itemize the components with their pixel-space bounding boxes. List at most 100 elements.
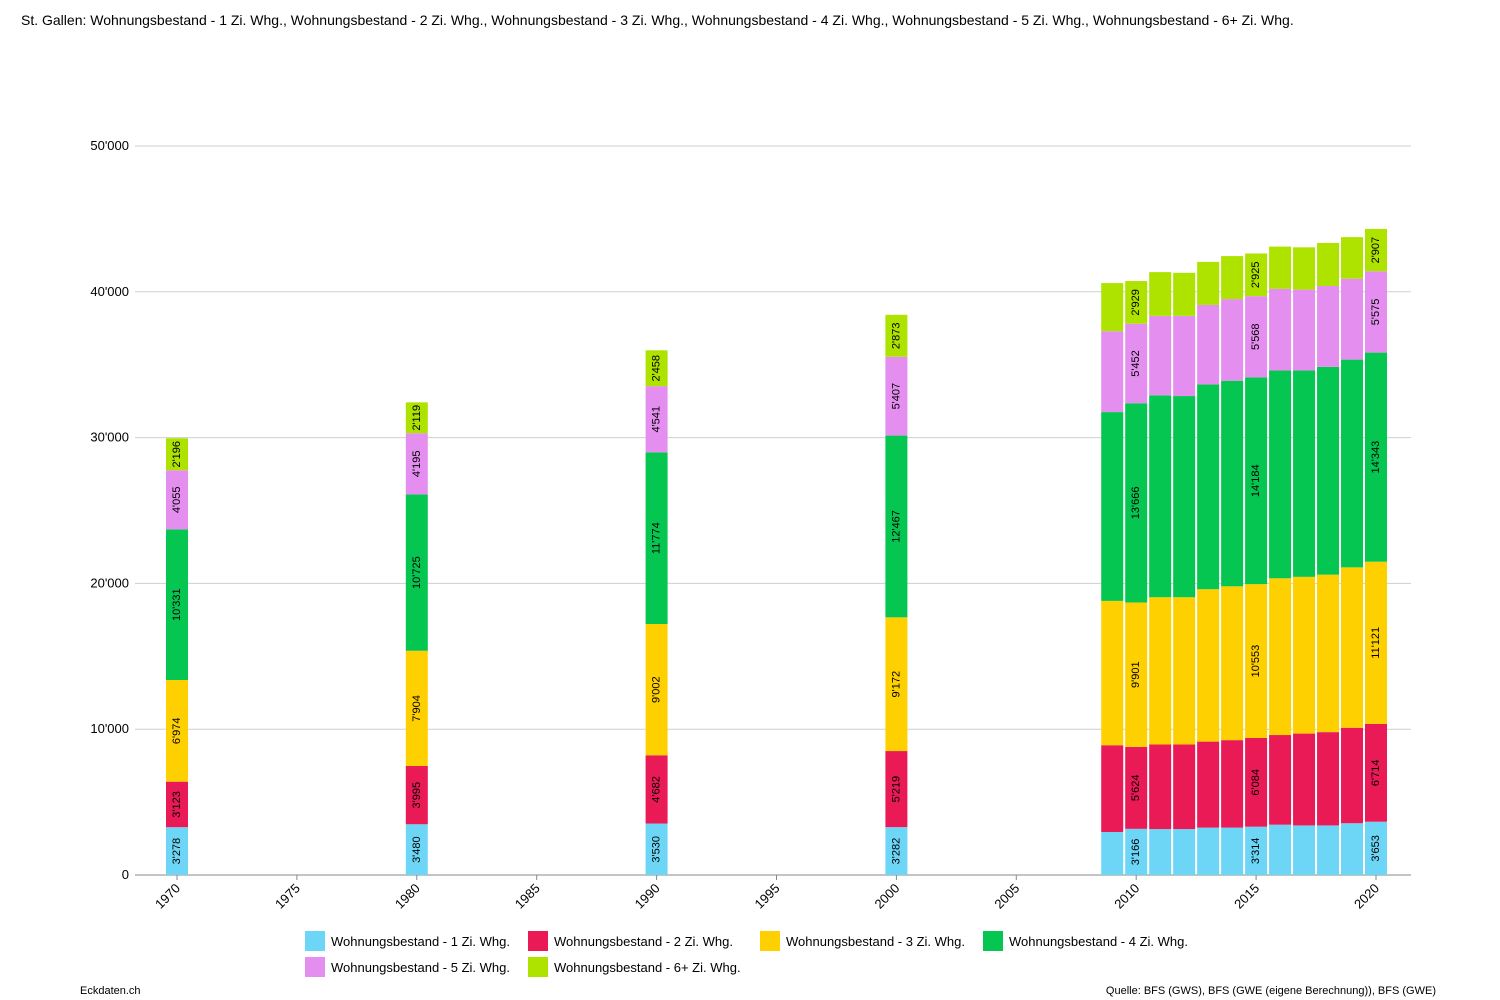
bar-segment-2009-s2 xyxy=(1101,745,1124,832)
bar-segment-2011-s3 xyxy=(1149,597,1172,745)
y-tick-label: 30'000 xyxy=(90,430,129,445)
bar-segment-2013-s2 xyxy=(1197,741,1220,828)
data-label-2015-s6: 2'925 xyxy=(1250,262,1262,289)
x-tick-label: 1980 xyxy=(392,881,423,912)
data-label-1980-s4: 10'725 xyxy=(411,556,423,589)
bar-segment-1990-s2 xyxy=(645,755,668,824)
y-tick-label: 50'000 xyxy=(90,138,129,153)
bar-segment-2015-s4 xyxy=(1245,377,1268,585)
bar-segment-2009-s1 xyxy=(1101,831,1124,875)
legend-label: Wohnungsbestand - 2 Zi. Whg. xyxy=(554,933,733,949)
data-label-1990-s3: 9'002 xyxy=(651,676,663,703)
bar-segment-2020-s4 xyxy=(1365,352,1387,562)
bar-segment-2009-s5 xyxy=(1101,331,1124,413)
data-label-2020-s6: 2'907 xyxy=(1370,237,1382,264)
bar-segment-2019-s4 xyxy=(1341,359,1364,568)
bar-segment-1970-s5 xyxy=(166,470,188,530)
bar-segment-1980-s5 xyxy=(405,433,428,495)
data-label-2015-s2: 6'084 xyxy=(1250,769,1262,796)
bar-segment-2000-s1 xyxy=(885,827,908,875)
bar-segment-2018-s2 xyxy=(1317,732,1340,826)
bar-segment-2000-s2 xyxy=(885,751,908,828)
bar-segment-2018-s1 xyxy=(1317,825,1340,875)
bar-segment-2017-s2 xyxy=(1293,733,1316,826)
data-label-1990-s4: 11'774 xyxy=(651,522,663,554)
data-label-2010-s6: 2'929 xyxy=(1130,289,1142,316)
x-tick-label: 1990 xyxy=(632,881,663,912)
bar-segment-2012-s4 xyxy=(1173,396,1196,598)
data-label-2000-s2: 5'219 xyxy=(890,776,902,803)
bar-segment-1980-s1 xyxy=(405,824,428,875)
x-tick-label: 1975 xyxy=(272,881,303,912)
bar-segment-2011-s2 xyxy=(1149,744,1172,830)
legend-swatch xyxy=(528,931,548,951)
bar-segment-2014-s1 xyxy=(1221,827,1244,875)
chart-title: St. Gallen: Wohnungsbestand - 1 Zi. Whg.… xyxy=(21,12,1294,28)
bar-segment-1990-s3 xyxy=(645,624,668,756)
bar-segment-2013-s4 xyxy=(1197,384,1220,590)
bar-segment-2017-s3 xyxy=(1293,576,1316,734)
bar-segment-2013-s5 xyxy=(1197,304,1220,385)
bar-segment-2010-s5 xyxy=(1125,323,1148,404)
bar-segment-1990-s4 xyxy=(645,452,668,625)
data-label-1990-s6: 2'458 xyxy=(651,355,663,382)
y-tick-label: 20'000 xyxy=(90,575,129,590)
legend-item-s5: Wohnungsbestand - 5 Zi. Whg. xyxy=(305,957,510,977)
data-label-1980-s5: 4'195 xyxy=(411,451,423,478)
y-tick-label: 0 xyxy=(122,867,129,882)
legend-label: Wohnungsbestand - 3 Zi. Whg. xyxy=(786,933,965,949)
bar-segment-2010-s3 xyxy=(1125,602,1148,747)
x-tick-label: 2015 xyxy=(1231,881,1262,912)
y-tick-label: 40'000 xyxy=(90,284,129,299)
bar-segment-2014-s4 xyxy=(1221,380,1244,587)
bar-segment-1990-s6 xyxy=(645,350,668,387)
data-label-2000-s6: 2'873 xyxy=(890,322,902,349)
legend-swatch xyxy=(528,957,548,977)
bar-segment-1980-s4 xyxy=(405,494,428,651)
y-tick-label: 10'000 xyxy=(90,721,129,736)
bar-segment-2016-s6 xyxy=(1269,246,1292,289)
legend-swatch xyxy=(305,957,325,977)
bar-segment-2011-s5 xyxy=(1149,315,1172,396)
bar-segment-2011-s1 xyxy=(1149,829,1172,875)
legend-item-s2: Wohnungsbestand - 2 Zi. Whg. xyxy=(528,931,733,951)
bar-segment-2000-s5 xyxy=(885,356,908,436)
bar-segment-2020-s6 xyxy=(1365,228,1387,272)
bar-segment-2014-s5 xyxy=(1221,299,1244,381)
x-tick-label: 1995 xyxy=(752,881,783,912)
bar-segment-2016-s4 xyxy=(1269,370,1292,579)
data-label-2000-s1: 3'282 xyxy=(890,838,902,865)
bar-segment-2020-s3 xyxy=(1365,561,1387,724)
bar-segment-2016-s2 xyxy=(1269,735,1292,825)
bar-segment-2019-s5 xyxy=(1341,278,1364,360)
bar-segment-2015-s5 xyxy=(1245,296,1268,378)
bar-segment-2009-s4 xyxy=(1101,412,1124,601)
bar-segment-2014-s3 xyxy=(1221,586,1244,741)
bar-segment-2012-s3 xyxy=(1173,597,1196,745)
bar-segment-2016-s1 xyxy=(1269,824,1292,875)
legend-item-s6: Wohnungsbestand - 6+ Zi. Whg. xyxy=(528,957,741,977)
bar-segment-1990-s1 xyxy=(645,823,668,875)
legend-label: Wohnungsbestand - 5 Zi. Whg. xyxy=(331,959,510,975)
x-tick-label: 2020 xyxy=(1351,881,1382,912)
gridlines xyxy=(135,145,1411,876)
data-label-1980-s3: 7'904 xyxy=(411,695,423,722)
bar-segment-2009-s6 xyxy=(1101,283,1124,332)
x-tick-label: 2005 xyxy=(991,881,1022,912)
data-label-2000-s4: 12'467 xyxy=(890,510,902,543)
data-label-1990-s2: 4'682 xyxy=(651,776,663,803)
bar-segment-2010-s6 xyxy=(1125,281,1148,324)
data-label-2010-s5: 5'452 xyxy=(1130,350,1142,377)
legend-swatch xyxy=(760,931,780,951)
x-tick-label: 1970 xyxy=(152,881,183,912)
data-label-1990-s1: 3'530 xyxy=(651,836,663,863)
bar-segment-2014-s6 xyxy=(1221,256,1244,300)
bar-segment-2009-s3 xyxy=(1101,600,1124,746)
bar-segment-2010-s1 xyxy=(1125,828,1148,875)
bar-segment-2012-s5 xyxy=(1173,315,1196,397)
bar-segment-2019-s3 xyxy=(1341,567,1364,728)
bar-segment-2011-s4 xyxy=(1149,395,1172,598)
data-labels: 3'278 3'123 6'974 10'331 4'055 2'196 3'480 3'99… xyxy=(171,237,1382,865)
data-label-2015-s4: 14'184 xyxy=(1250,464,1262,497)
